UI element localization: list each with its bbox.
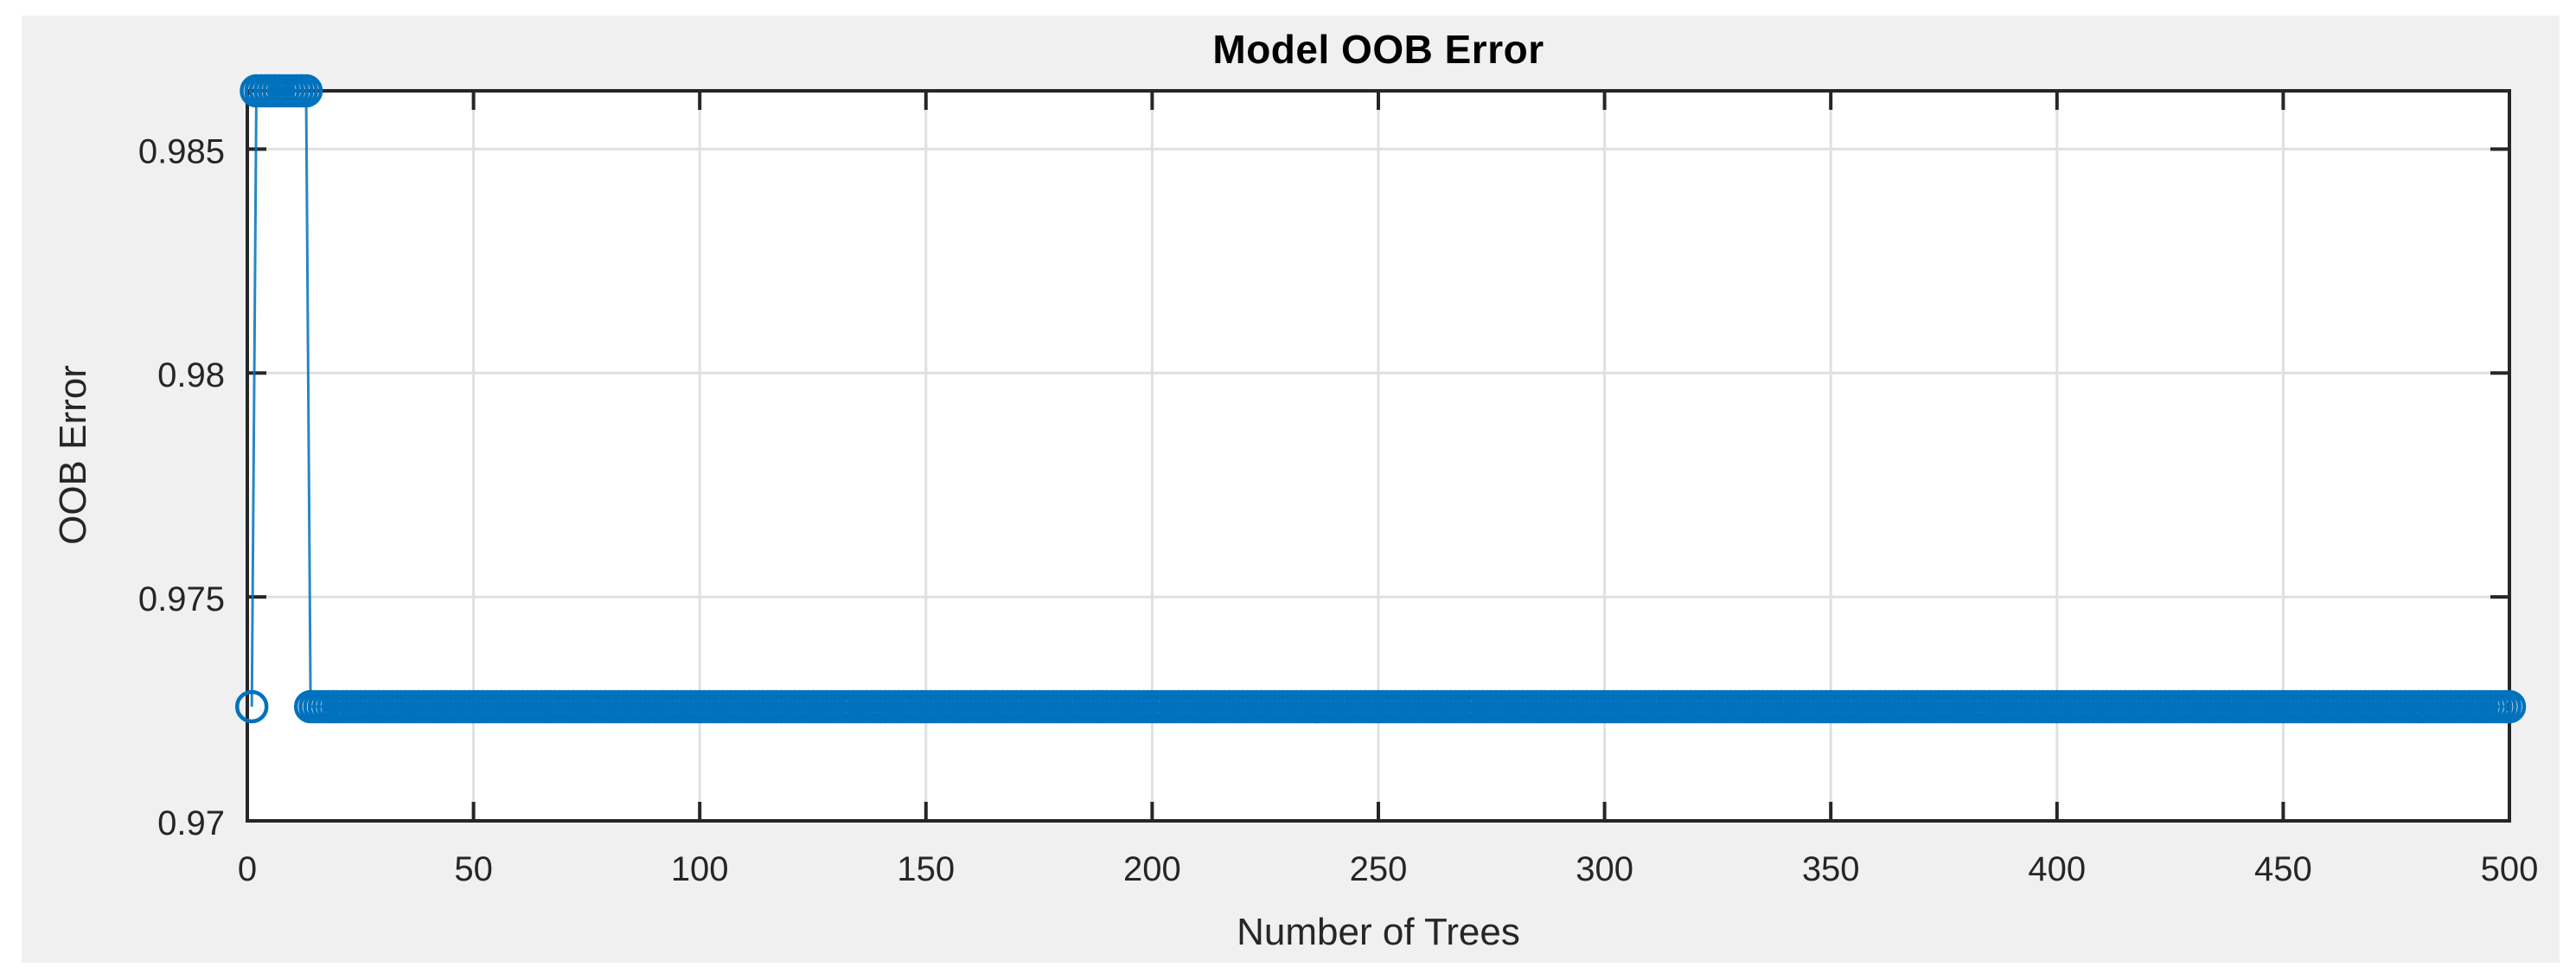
chart-title: Model OOB Error	[1212, 27, 1544, 72]
y-axis-label: OOB Error	[52, 365, 94, 545]
y-tick-label: 0.97	[157, 804, 225, 842]
x-tick-label: 500	[2481, 850, 2539, 888]
x-tick-label: 200	[1123, 850, 1181, 888]
x-axis-label: Number of Trees	[1237, 911, 1520, 953]
x-tick-label: 250	[1350, 850, 1408, 888]
y-tick-labels: 0.97 0.975 0.98 0.985	[138, 132, 225, 842]
y-tick-label: 0.985	[138, 132, 225, 170]
x-tick-label: 450	[2254, 850, 2312, 888]
x-tick-label: 100	[671, 850, 729, 888]
x-tick-label: 300	[1576, 850, 1633, 888]
x-tick-label: 0	[238, 850, 257, 888]
data-markers	[234, 74, 2527, 724]
x-tick-label: 50	[454, 850, 493, 888]
y-tick-label: 0.975	[138, 580, 225, 618]
y-tick-label: 0.98	[157, 356, 225, 394]
x-tick-label: 150	[897, 850, 955, 888]
tick-marks	[246, 91, 2511, 823]
x-tick-label: 350	[1802, 850, 1860, 888]
x-tick-labels: 0 50 100 150 200 250 300 350 400 450 500	[238, 850, 2539, 888]
x-tick-label: 400	[2028, 850, 2086, 888]
